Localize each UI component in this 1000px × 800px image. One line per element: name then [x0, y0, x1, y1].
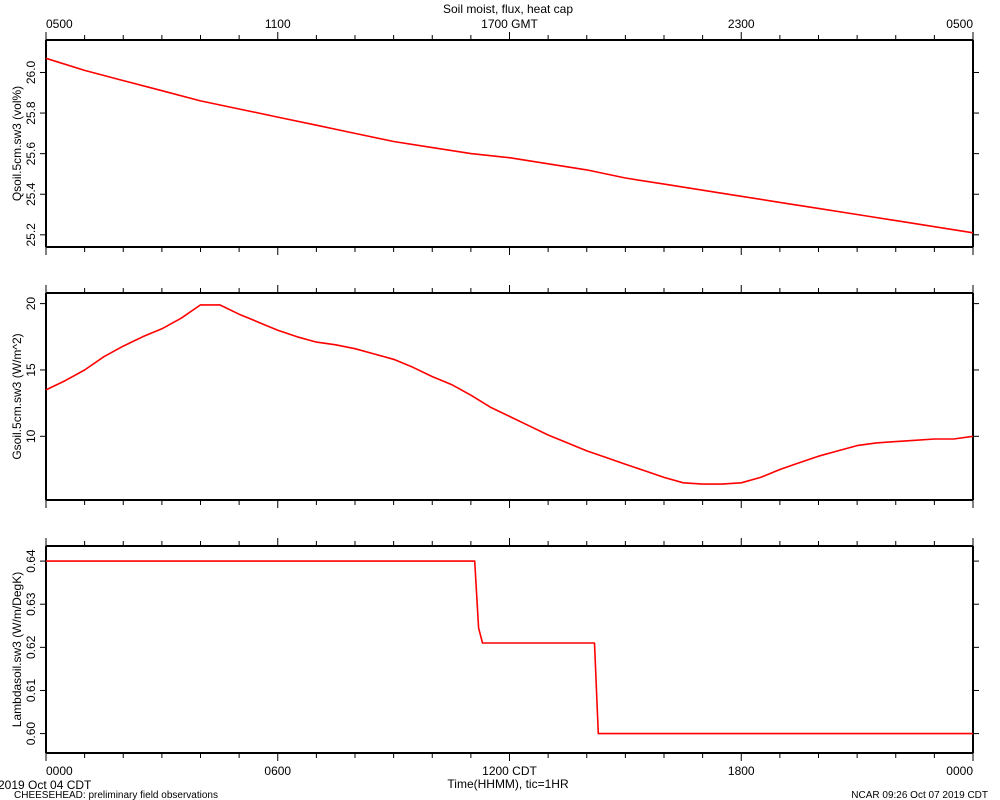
footer-left-note: CHEESEHEAD: preliminary field observatio…: [14, 790, 218, 800]
top-tick-label: 2300: [728, 17, 755, 31]
chart-panel: 10 15 20 Gsoil.5cm.sw3 (W/m^2): [10, 285, 979, 508]
y-tick-label: 0.60: [24, 722, 38, 746]
chart-title: Soil moist, flux, heat cap: [443, 2, 573, 16]
bottom-tick-label: 1200 CDT: [482, 764, 537, 778]
y-axis-title: Lambdasoil.sw3 (W/m/DegK): [10, 572, 24, 727]
footer-right-note: NCAR 09:26 Oct 07 2019 CDT: [851, 790, 988, 800]
bottom-tick-label: 0600: [264, 764, 291, 778]
y-axis-title: Gsoil.5cm.sw3 (W/m^2): [10, 333, 24, 459]
y-tick-label: 25.4: [24, 182, 38, 206]
series-line: [45, 57, 974, 234]
top-tick-label: 0500: [46, 17, 73, 31]
y-axis-title: Qsoil.5cm.sw3 (vol%): [10, 86, 24, 201]
bottom-tick-label: 0000: [46, 764, 73, 778]
y-tick-label: 25.6: [24, 142, 38, 166]
y-tick-label: 10: [24, 429, 38, 443]
top-axis-tick-labels: 0500 1100 1700 GMT 2300 0500: [46, 17, 973, 31]
y-tick-label: 0.64: [24, 549, 38, 573]
date-label: 2019 Oct 04 CDT: [0, 778, 92, 792]
x-axis-title: Time(HHMM), tic=1HR: [447, 777, 569, 791]
y-tick-label: 15: [24, 363, 38, 377]
top-tick-label: 1700 GMT: [481, 17, 538, 31]
y-tick-label: 0.63: [24, 592, 38, 616]
bottom-axis-tick-labels: 0000 0600 1200 CDT 1800 0000: [46, 764, 973, 778]
top-tick-label: 0500: [946, 17, 973, 31]
y-tick-label: 0.61: [24, 678, 38, 702]
y-tick-label: 25.8: [24, 101, 38, 125]
bottom-tick-label: 0000: [946, 764, 973, 778]
series-line: [46, 560, 973, 735]
series-line: [45, 304, 974, 485]
y-tick-label: 0.62: [24, 635, 38, 659]
y-tick-label: 25.2: [24, 223, 38, 247]
top-tick-label: 1100: [265, 17, 291, 31]
bottom-tick-label: 1800: [728, 764, 755, 778]
y-tick-label: 20: [24, 297, 38, 311]
y-tick-label: 26.0: [24, 60, 38, 84]
